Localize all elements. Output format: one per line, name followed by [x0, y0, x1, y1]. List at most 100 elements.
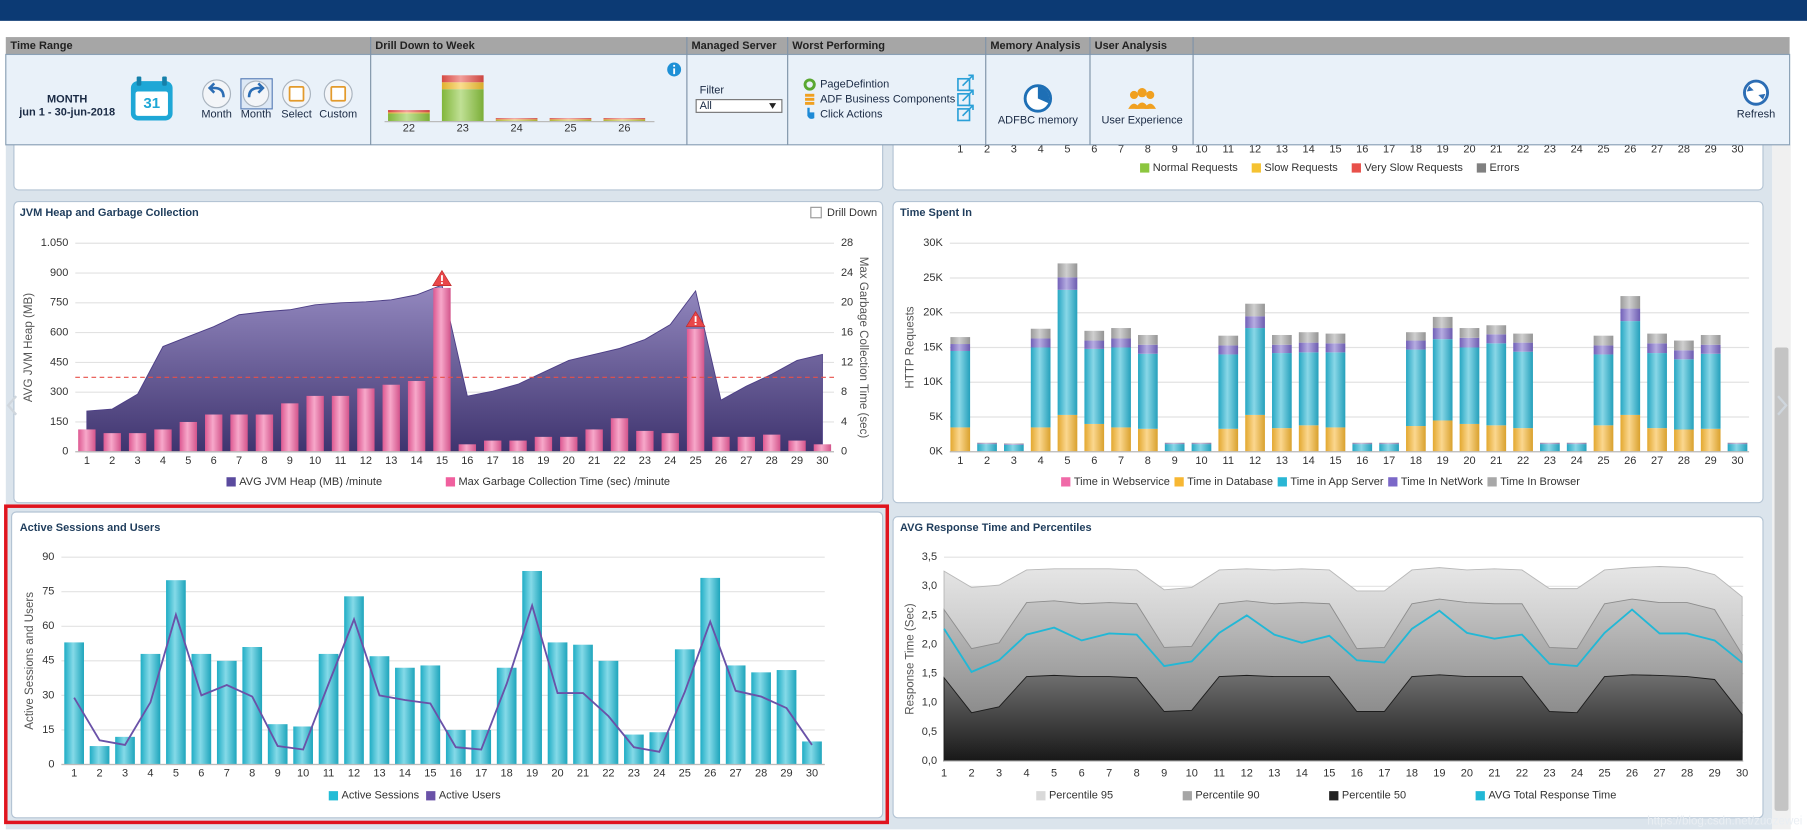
- button-label[interactable]: Select: [281, 109, 312, 121]
- x-tick-label: 20: [1463, 455, 1475, 467]
- worst-item[interactable]: PageDefintion: [820, 78, 889, 90]
- bar: [1084, 348, 1105, 424]
- y-tick-label: 450: [50, 356, 68, 368]
- prev-arrow[interactable]: [6, 395, 18, 416]
- x-tick-label: 8: [1145, 143, 1151, 155]
- y-tick-label: 900: [50, 267, 68, 279]
- x-tick-label: 14: [410, 455, 422, 467]
- x-tick-label: 25: [1598, 768, 1610, 780]
- x-tick-label: 4: [1038, 143, 1044, 155]
- button-icon[interactable]: [242, 80, 270, 108]
- x-tick-label: 2: [984, 143, 990, 155]
- button-icon[interactable]: [202, 79, 232, 109]
- bar: [1111, 338, 1131, 348]
- bar: [1084, 340, 1105, 349]
- x-tick-label: 1: [71, 768, 77, 780]
- x-tick-label: 16: [450, 768, 462, 780]
- y-axis-label: Response Time (Sec): [905, 603, 917, 714]
- column-header: Drill Down to Week: [375, 40, 475, 52]
- x-tick-label: 29: [1708, 768, 1720, 780]
- link-icons[interactable]: [957, 74, 974, 122]
- x-tick-label: 14: [1296, 768, 1308, 780]
- x-tick-label: 24: [510, 122, 522, 134]
- legend-label: Percentile 90: [1195, 790, 1259, 802]
- x-tick-label: 22: [1517, 455, 1529, 467]
- filter-select[interactable]: [695, 99, 783, 113]
- bar: [1593, 335, 1614, 346]
- bar: [344, 596, 364, 765]
- button-label[interactable]: Month: [241, 109, 272, 121]
- x-tick-label: 16: [461, 455, 473, 467]
- x-tick-label: 27: [1651, 455, 1663, 467]
- memory-button[interactable]: ADFBC memory: [998, 114, 1079, 126]
- line: [73, 602, 813, 753]
- bar: [255, 414, 274, 452]
- x-tick-label: 25: [1597, 455, 1609, 467]
- checkbox[interactable]: [810, 206, 822, 219]
- bar: [1325, 333, 1346, 344]
- x-tick-label: 20: [1461, 768, 1473, 780]
- next-arrow[interactable]: [1777, 395, 1788, 416]
- x-tick-label: 28: [1678, 455, 1690, 467]
- x-tick-label: 25: [1597, 143, 1609, 155]
- bar: [115, 736, 135, 765]
- y2-tick-label: 28: [841, 237, 853, 249]
- refresh-label[interactable]: Refresh: [1737, 109, 1776, 121]
- legend-swatch: [1061, 477, 1071, 487]
- filter-value[interactable]: All: [700, 100, 712, 112]
- bar: [441, 75, 484, 83]
- period: MONTH: [47, 94, 87, 106]
- bar: [1245, 414, 1265, 452]
- x-tick-label: 8: [1134, 768, 1140, 780]
- bar: [1432, 316, 1453, 329]
- bar: [1164, 443, 1185, 445]
- bar: [1298, 425, 1319, 452]
- legend-swatch: [1476, 163, 1487, 173]
- x-tick-label: 17: [487, 455, 499, 467]
- bar: [1674, 429, 1694, 452]
- bar: [1459, 423, 1480, 452]
- y-tick-label: 600: [50, 327, 68, 339]
- legend-label: Normal Requests: [1153, 162, 1238, 174]
- y-tick-label: 1,0: [922, 697, 937, 709]
- x-tick-label: 26: [1624, 455, 1636, 467]
- bar: [281, 403, 299, 452]
- bar: [495, 118, 538, 120]
- x-tick-label: 18: [501, 768, 513, 780]
- bar: [1352, 444, 1373, 452]
- x-tick-label: 10: [1186, 768, 1198, 780]
- bar: [522, 570, 542, 765]
- arrow-icon: [207, 82, 225, 98]
- bar: [1593, 425, 1614, 452]
- bar: [598, 660, 619, 765]
- bar: [1298, 352, 1319, 426]
- scrollbar-thumb[interactable]: [1774, 347, 1789, 811]
- x-tick-label: 27: [740, 455, 752, 467]
- refresh-icon[interactable]: [1743, 79, 1770, 106]
- stack-icon: [805, 97, 815, 101]
- worst-item[interactable]: Click Actions: [820, 109, 883, 121]
- worst-item[interactable]: ADF Business Components: [820, 94, 956, 106]
- x-tick-label: 23: [639, 455, 651, 467]
- legend-swatch: [1251, 163, 1261, 173]
- button-label[interactable]: Custom: [319, 109, 357, 121]
- y-axis-label: HTTP Requests: [905, 306, 917, 388]
- bar: [1459, 347, 1480, 424]
- chart-title: Active Sessions and Users: [20, 522, 161, 534]
- x-tick-label: 21: [1490, 143, 1502, 155]
- bar: [1272, 334, 1292, 345]
- x-tick-label: 4: [147, 768, 153, 780]
- y-tick-label: 0,0: [922, 755, 937, 767]
- column-header: Managed Server: [692, 40, 778, 52]
- bar: [1593, 354, 1614, 426]
- x-tick-label: 9: [1172, 455, 1178, 467]
- x-tick-label: 19: [1437, 455, 1449, 467]
- bar: [1700, 428, 1721, 452]
- user-button[interactable]: User Experience: [1101, 114, 1182, 126]
- bar: [1004, 443, 1024, 445]
- x-tick-label: 18: [1410, 455, 1422, 467]
- x-tick-label: 4: [1038, 455, 1044, 467]
- checkbox-label[interactable]: Drill Down: [827, 207, 877, 219]
- button-label[interactable]: Month: [201, 109, 232, 121]
- people-icon[interactable]: [1128, 88, 1157, 109]
